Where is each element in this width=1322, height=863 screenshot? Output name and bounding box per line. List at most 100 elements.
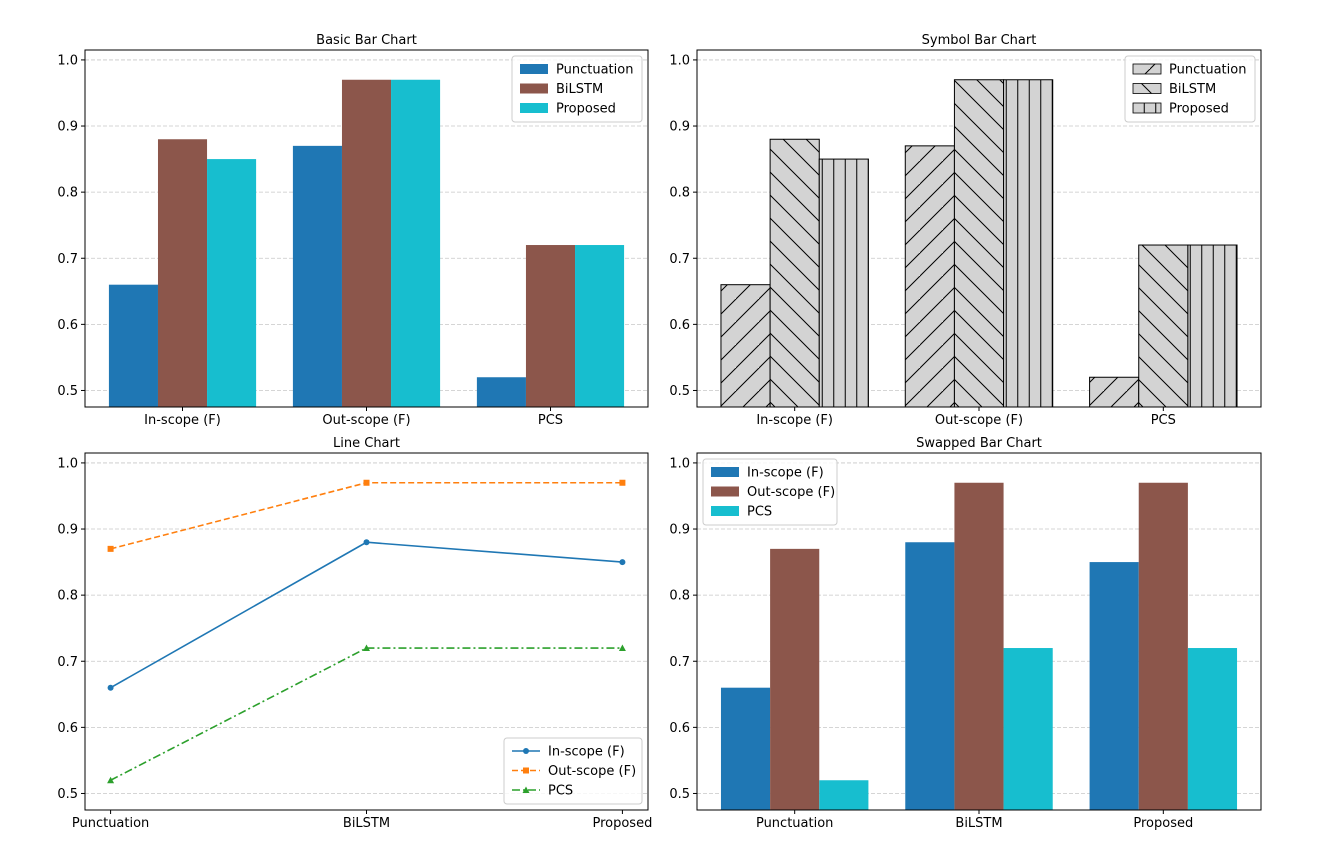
- bar: [157, 139, 208, 407]
- series-line: [110, 541, 623, 689]
- legend-label: Punctuation: [1169, 63, 1246, 78]
- bar: [1089, 562, 1139, 810]
- y-tick-label: 1.0: [57, 53, 78, 68]
- data-point: [107, 684, 114, 691]
- chart-title: Swapped Bar Chart: [916, 436, 1042, 451]
- y-tick-label: 0.7: [57, 655, 78, 670]
- legend-label: PCS: [548, 784, 573, 799]
- legend-marker: [523, 748, 529, 754]
- bar: [575, 245, 625, 407]
- y-tick-label: 0.7: [669, 655, 690, 670]
- legend-label: In-scope (F): [548, 745, 625, 760]
- bar: [954, 482, 1004, 810]
- legend-label: PCS: [747, 505, 772, 520]
- bar: [769, 138, 820, 408]
- x-tick-label: Proposed: [1133, 816, 1193, 831]
- x-tick-label: BiLSTM: [955, 816, 1002, 831]
- chart-panel-3: Line Chart 0.5 0.6 0.7 0.8 0.9 1.0 Punctuation B…: [57, 436, 652, 831]
- bar: [770, 548, 820, 810]
- data-point: [363, 479, 370, 486]
- bar: [391, 79, 441, 407]
- legend-label: Proposed: [556, 102, 616, 117]
- data-point: [619, 559, 626, 566]
- y-tick-label: 0.9: [57, 523, 78, 538]
- legend-label: In-scope (F): [747, 466, 824, 481]
- y-tick-label: 0.6: [669, 721, 690, 736]
- y-tick-label: 0.5: [669, 384, 690, 399]
- x-tick-label: PCS: [1151, 413, 1176, 428]
- y-tick-label: 0.6: [669, 318, 690, 333]
- x-tick-label: In-scope (F): [144, 413, 221, 428]
- legend-swatch: [1132, 83, 1162, 94]
- chart-title: Basic Bar Chart: [316, 33, 417, 48]
- series-line: [110, 481, 623, 550]
- bar: [1089, 376, 1140, 408]
- plot-frame: [696, 452, 1262, 811]
- legend: In-scope (F) Out-scope (F) PCS: [702, 458, 838, 526]
- x-tick-label: Punctuation: [756, 816, 833, 831]
- bar: [207, 159, 257, 407]
- x-tick-label: In-scope (F): [756, 413, 833, 428]
- plot-frame: [84, 49, 649, 408]
- y-tick-label: 0.9: [669, 120, 690, 135]
- x-tick-label: Out-scope (F): [322, 413, 410, 428]
- chart-panel-2: Symbol Bar Chart 0.5 0.6 0.7 0.8 0.9 1.0 In-sco…: [669, 33, 1262, 428]
- legend-swatch: [520, 103, 548, 113]
- y-tick-label: 0.9: [669, 523, 690, 538]
- legend-swatch: [1132, 102, 1162, 114]
- bar: [1138, 482, 1188, 810]
- data-point: [363, 644, 370, 652]
- legend-label: Punctuation: [556, 63, 633, 78]
- bar: [341, 79, 392, 407]
- y-tick-label: 1.0: [669, 53, 690, 68]
- bar: [819, 780, 869, 810]
- chart-panel-1: Basic Bar Chart 0.5 0.6 0.7 0.8 0.9 1.0 In-scop…: [57, 33, 649, 428]
- y-tick-label: 0.6: [57, 318, 78, 333]
- bar: [476, 377, 526, 407]
- x-tick-label: PCS: [538, 413, 563, 428]
- chart-title: Line Chart: [333, 436, 400, 451]
- y-tick-label: 0.8: [669, 186, 690, 201]
- legend-swatch: [711, 467, 739, 477]
- plot-frame: [696, 49, 1262, 408]
- bar: [1187, 244, 1238, 408]
- y-tick-label: 0.5: [669, 787, 690, 802]
- x-tick-label: BiLSTM: [343, 816, 390, 831]
- y-tick-label: 0.8: [669, 589, 690, 604]
- data-point: [363, 539, 370, 546]
- bar: [1003, 79, 1054, 408]
- bar: [904, 145, 955, 408]
- y-tick-label: 0.5: [57, 384, 78, 399]
- y-tick-label: 0.6: [57, 721, 78, 736]
- y-tick-label: 0.9: [57, 120, 78, 135]
- bar: [1138, 244, 1189, 408]
- chart-panel-4: Swapped Bar Chart 0.5 0.6 0.7 0.8 0.9 1.0 Punct…: [669, 436, 1262, 831]
- legend: Punctuation BiLSTM Proposed: [1124, 55, 1256, 123]
- legend-box: [503, 737, 643, 805]
- data-point: [107, 545, 114, 552]
- bar: [905, 542, 955, 810]
- plot-frame: [84, 452, 649, 811]
- data-point: [107, 776, 115, 784]
- x-tick-label: Out-scope (F): [935, 413, 1023, 428]
- y-tick-label: 0.8: [57, 589, 78, 604]
- legend-swatch: [520, 83, 548, 94]
- legend-label: Proposed: [1169, 102, 1229, 117]
- y-tick-label: 0.8: [57, 186, 78, 201]
- legend: In-scope (F) Out-scope (F) PCS: [503, 737, 643, 805]
- y-tick-label: 0.5: [57, 787, 78, 802]
- legend-label: BiLSTM: [556, 82, 603, 97]
- legend-label: BiLSTM: [1169, 82, 1216, 97]
- bar: [1187, 648, 1238, 810]
- legend-swatch: [711, 506, 739, 516]
- chart-title: Symbol Bar Chart: [922, 33, 1037, 48]
- x-tick-label: Punctuation: [72, 816, 149, 831]
- bar: [818, 158, 869, 408]
- bar: [953, 79, 1005, 408]
- bar: [108, 284, 158, 407]
- y-tick-label: 0.7: [669, 252, 690, 267]
- legend: Punctuation BiLSTM Proposed: [511, 55, 643, 123]
- data-point: [618, 644, 626, 652]
- bar: [525, 245, 576, 407]
